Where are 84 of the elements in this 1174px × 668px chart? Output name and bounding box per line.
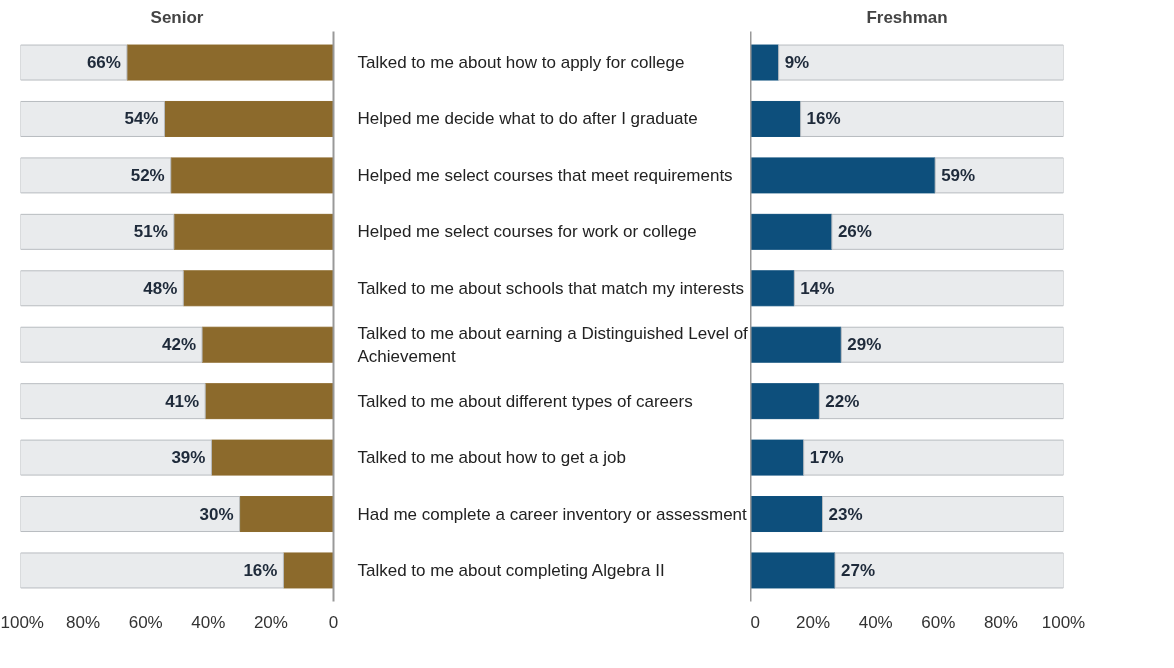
- y-tick-label: Had me complete a career inventory or assessment: [357, 504, 748, 524]
- data-label: 27%: [841, 560, 876, 580]
- data-label: 16%: [243, 560, 278, 580]
- x-tick-label: 0: [328, 612, 339, 632]
- bar: [750, 213, 833, 250]
- bar: [20, 100, 165, 137]
- data-label: 66%: [86, 53, 121, 73]
- y-tick-label: Talked to me about completing Algebra II: [357, 560, 665, 580]
- x-tick-label: 60%: [128, 612, 163, 632]
- bar: [20, 270, 184, 307]
- chart-title: Senior: [150, 7, 204, 27]
- bar: [750, 439, 805, 476]
- x-tick-label: 40%: [858, 612, 893, 632]
- data-label: 14%: [800, 278, 835, 298]
- data-label: 22%: [825, 391, 860, 411]
- bar: [800, 100, 1064, 137]
- bar: [20, 383, 206, 420]
- bar: [821, 496, 1064, 533]
- bar: [20, 157, 172, 194]
- x-tick-label: 80%: [66, 612, 101, 632]
- bar: [20, 326, 203, 363]
- data-label: 16%: [806, 109, 841, 129]
- data-label: 42%: [162, 335, 197, 355]
- y-tick-label: Talked to me about how to apply for college: [357, 53, 685, 73]
- x-tick-label: 100%: [0, 612, 44, 632]
- bar: [831, 213, 1064, 250]
- bar: [20, 552, 284, 589]
- bar: [750, 100, 802, 137]
- bar: [20, 44, 128, 81]
- bar: [778, 44, 1064, 81]
- data-label: 48%: [143, 278, 178, 298]
- bar: [201, 326, 334, 363]
- data-label: 52%: [130, 165, 165, 185]
- y-tick-label: Helped me select courses that meet requirements: [357, 165, 733, 185]
- bar: [163, 100, 334, 137]
- bar: [20, 496, 241, 533]
- bar: [750, 270, 795, 307]
- x-tick-label: 80%: [983, 612, 1018, 632]
- data-label: 17%: [809, 448, 844, 468]
- y-tick-label: Talked to me about earning a Distinguished Level of Achievement: [357, 323, 749, 366]
- data-label: 30%: [199, 504, 234, 524]
- bar: [282, 552, 334, 589]
- bar: [20, 439, 212, 476]
- x-tick-label: 40%: [191, 612, 226, 632]
- bar: [750, 496, 823, 533]
- y-tick-label: Helped me decide what to do after I graduate: [357, 109, 698, 129]
- bar: [834, 552, 1064, 589]
- data-label: 54%: [124, 109, 159, 129]
- bar: [750, 326, 842, 363]
- data-label: 41%: [165, 391, 200, 411]
- bar: [750, 157, 936, 194]
- bar: [818, 383, 1064, 420]
- x-tick-label: 60%: [921, 612, 956, 632]
- bar: [173, 213, 334, 250]
- bar: [20, 213, 175, 250]
- bar: [239, 496, 334, 533]
- chart-title: Freshman: [866, 7, 948, 27]
- x-tick-label: 0: [750, 612, 760, 632]
- bar: [204, 383, 334, 420]
- bar: [803, 439, 1064, 476]
- bar: [840, 326, 1064, 363]
- data-label: 39%: [171, 448, 206, 468]
- data-label: 51%: [133, 222, 168, 242]
- x-tick-label: 20%: [796, 612, 831, 632]
- x-tick-label: 100%: [1041, 612, 1086, 632]
- y-tick-label: Talked to me about schools that match my interests: [357, 278, 744, 298]
- x-tick-label: 20%: [253, 612, 288, 632]
- y-tick-label: Talked to me about how to get a job: [357, 448, 626, 468]
- y-tick-label: Talked to me about different types of careers: [357, 391, 693, 411]
- data-label: 59%: [941, 165, 976, 185]
- bar: [750, 552, 836, 589]
- data-label: 23%: [828, 504, 863, 524]
- bar: [934, 157, 1064, 194]
- data-label: 26%: [837, 222, 872, 242]
- data-label: 29%: [847, 335, 882, 355]
- data-label: 9%: [784, 53, 810, 73]
- bar: [750, 383, 820, 420]
- bar: [126, 44, 334, 81]
- y-tick-label: Helped me select courses for work or college: [357, 222, 697, 242]
- bar: [793, 270, 1064, 307]
- bar: [170, 157, 334, 194]
- bar: [750, 44, 780, 81]
- bar: [182, 270, 334, 307]
- bar: [210, 439, 334, 476]
